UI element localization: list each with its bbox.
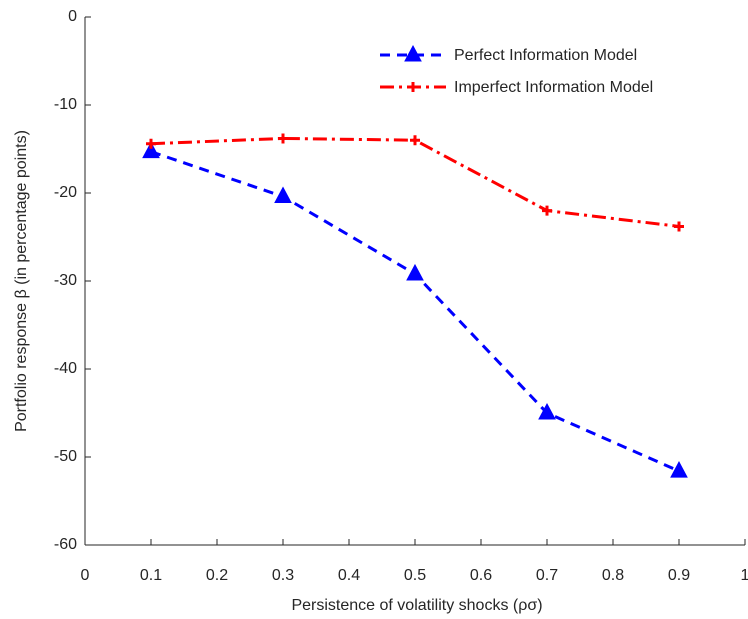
marker	[542, 205, 552, 216]
x-tick-label: 1	[741, 567, 748, 584]
x-tick-label: 0.4	[338, 567, 360, 584]
legend-marker	[408, 82, 418, 92]
legend-marker	[404, 44, 422, 62]
marker	[406, 263, 424, 281]
legend-label: Imperfect Information Model	[454, 79, 653, 96]
marker	[142, 141, 160, 159]
y-tick-label: -10	[54, 96, 77, 113]
y-tick-label: -40	[54, 360, 77, 377]
y-axis-label: Portfolio response β (in percentage poin…	[13, 130, 30, 432]
marker	[674, 221, 684, 232]
x-axis-label: Persistence of volatility shocks (ρσ)	[291, 597, 542, 614]
x-tick-label: 0.2	[206, 567, 228, 584]
marker	[538, 402, 556, 420]
x-tick-label: 0.9	[668, 567, 690, 584]
x-tick-label: 0.1	[140, 567, 162, 584]
y-tick-label: -30	[54, 272, 77, 289]
y-tick-label: -50	[54, 448, 77, 465]
marker	[410, 135, 420, 146]
legend-item: Imperfect Information Model	[380, 79, 653, 96]
y-tick-label: 0	[68, 8, 77, 25]
x-tick-label: 0	[81, 567, 90, 584]
y-tick-label: -20	[54, 184, 77, 201]
marker	[146, 138, 156, 149]
legend-label: Perfect Information Model	[454, 47, 637, 64]
x-tick-label: 0.3	[272, 567, 294, 584]
x-tick-label: 0.6	[470, 567, 492, 584]
x-tick-label: 0.7	[536, 567, 558, 584]
marker	[274, 186, 292, 204]
legend-item: Perfect Information Model	[380, 44, 637, 64]
marker	[670, 461, 688, 478]
series-line	[150, 150, 680, 473]
x-tick-label: 0.5	[404, 567, 426, 584]
marker	[278, 133, 288, 144]
x-tick-label: 0.8	[602, 567, 624, 584]
y-tick-label: -60	[54, 536, 77, 553]
series-line	[150, 136, 680, 228]
